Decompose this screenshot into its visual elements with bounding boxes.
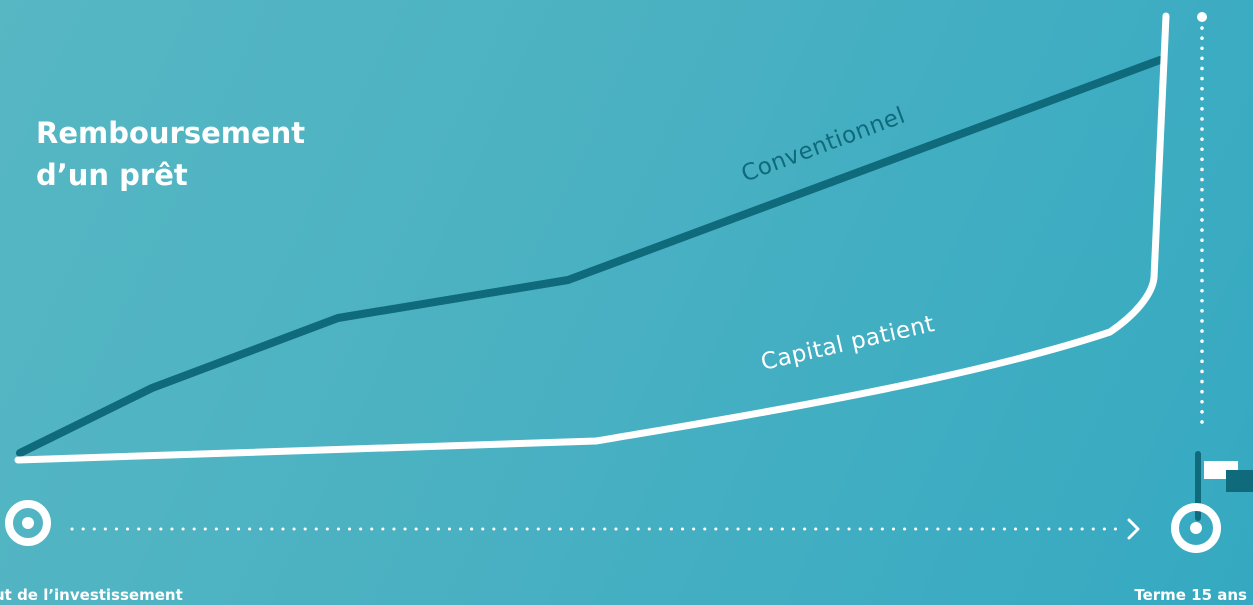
diagram-title: Remboursement d’un prêt [36, 112, 305, 196]
chevron-right-icon [1127, 518, 1140, 540]
start-label: ut de l’investissement [0, 586, 183, 604]
end-label: Terme 15 ans [1134, 586, 1247, 604]
target-ring-icon [1171, 503, 1221, 553]
capital-patient-curve [14, 12, 1170, 464]
term-dot [1197, 12, 1207, 22]
title-line-2: d’un prêt [36, 158, 188, 192]
target-ring-icon [5, 500, 51, 546]
conventionnel-label: Conventionnel [738, 103, 909, 188]
title-line-1: Remboursement [36, 116, 306, 150]
capital-patient-label: Capital patient [759, 311, 938, 376]
conventionnel-curve [16, 56, 1164, 457]
